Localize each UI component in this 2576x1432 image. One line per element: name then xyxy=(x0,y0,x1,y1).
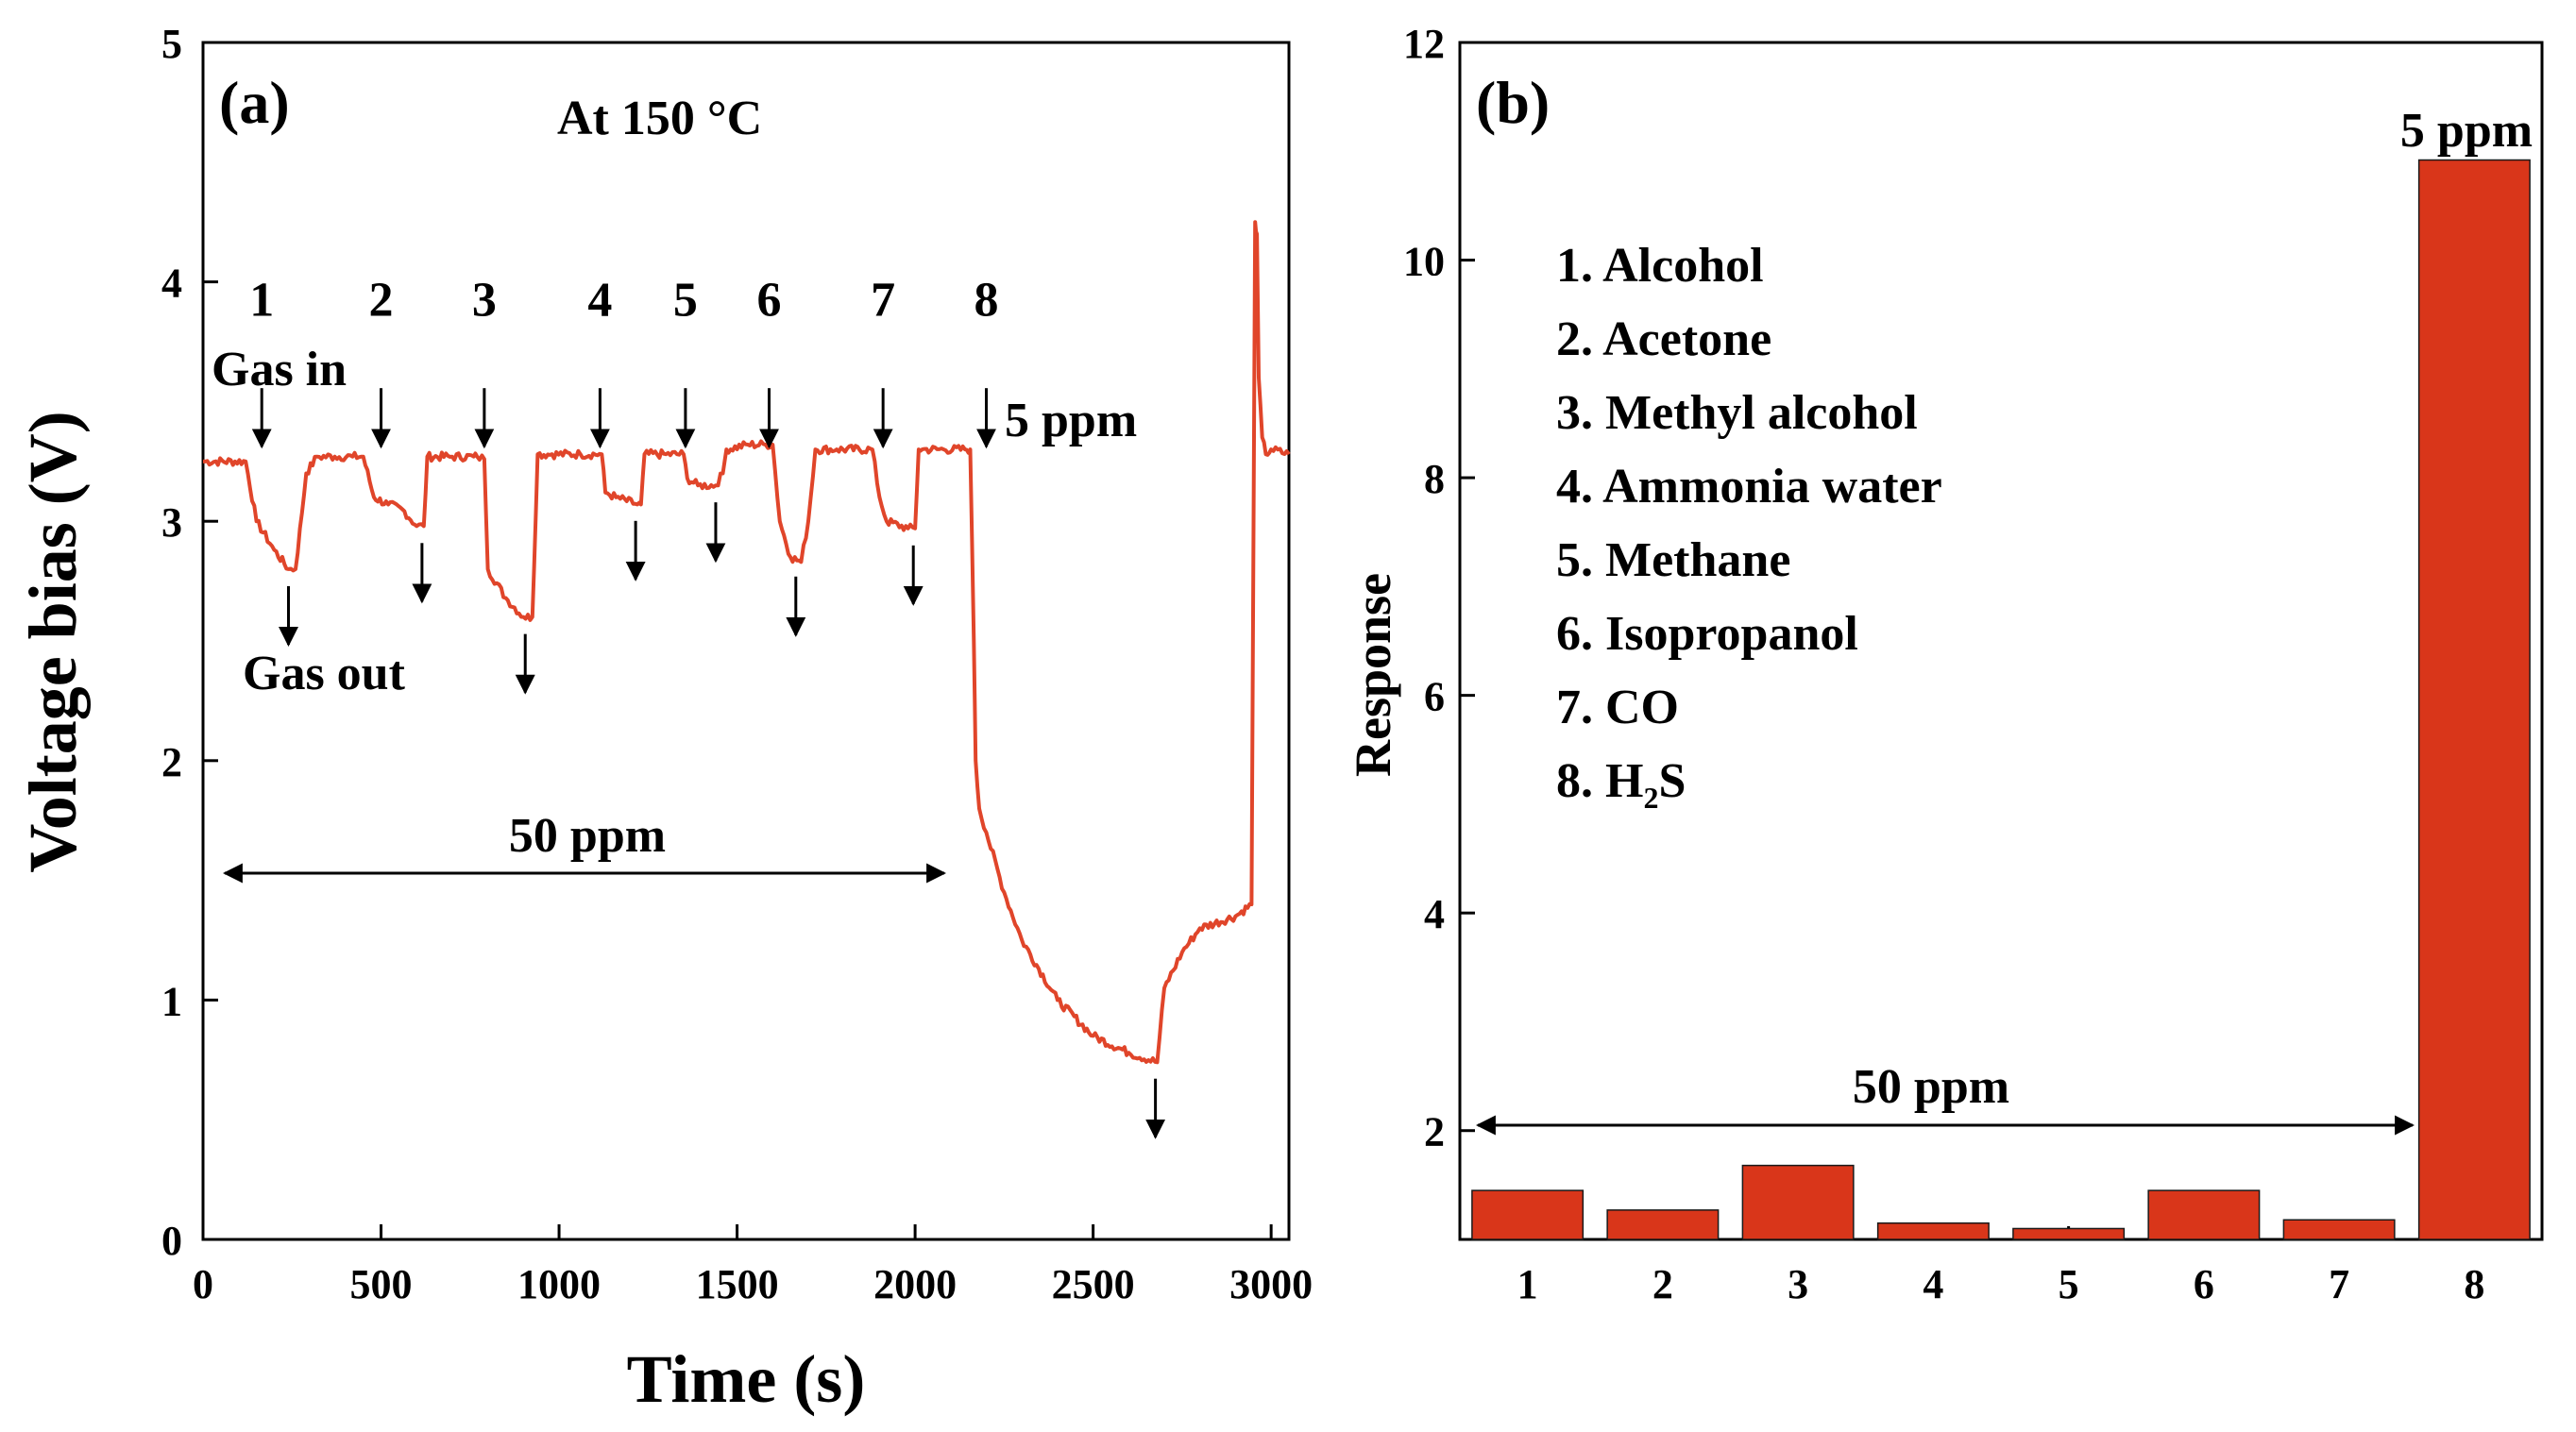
panel-a-label: (a) xyxy=(219,69,290,136)
legend-item: 5. Methane xyxy=(1556,533,1790,587)
panel-a-x-axis-title: Time (s) xyxy=(627,1341,866,1417)
x-tick-label: 2500 xyxy=(1052,1261,1135,1307)
panel-b-y-axis-title: Response xyxy=(1345,573,1401,777)
y-tick-label: 1 xyxy=(161,978,182,1024)
panel-a-title: At 150 °C xyxy=(557,92,762,145)
x-tick-label: 7 xyxy=(2329,1261,2349,1307)
gas-number-label: 6 xyxy=(757,273,782,327)
panel-a-arrows: 1 2 3 4 5 6 7 8 xyxy=(249,273,1166,1139)
x-tick-label: 6 xyxy=(2194,1261,2214,1307)
bar-gas-7 xyxy=(2282,1219,2396,1240)
x-tick-label: 2000 xyxy=(873,1261,957,1307)
legend-item: 7. CO xyxy=(1556,681,1679,734)
gas-number-label: 4 xyxy=(587,273,612,327)
gas-out-label: Gas out xyxy=(243,647,406,700)
x-tick-label: 500 xyxy=(350,1261,413,1307)
y-tick-label: 8 xyxy=(1424,456,1445,502)
panel-b-5ppm-label: 5 ppm xyxy=(2400,104,2533,158)
y-tick-label: 6 xyxy=(1424,674,1445,720)
gas-number-label: 8 xyxy=(974,273,999,327)
x-tick-label: 5 xyxy=(2059,1261,2079,1307)
panel-b-label: (b) xyxy=(1476,69,1550,136)
gas-number-label: 7 xyxy=(871,273,895,327)
x-tick-label: 4 xyxy=(1923,1261,1943,1307)
bar-gas-3 xyxy=(1741,1164,1855,1240)
panel-a-5ppm-label: 5 ppm xyxy=(1005,394,1137,447)
panel-b-frame xyxy=(1458,41,2544,1241)
panel-a-frame xyxy=(201,41,1291,1241)
y-tick-label: 10 xyxy=(1403,239,1445,285)
bar-gas-4 xyxy=(1876,1221,1990,1240)
legend-item: 6. Isopropanol xyxy=(1556,607,1858,661)
panel-b-bars xyxy=(1471,159,2531,1240)
y-tick-label: 2 xyxy=(161,739,182,785)
y-tick-label: 4 xyxy=(161,261,182,307)
panel-a-y-axis-title: Voltage bias (V) xyxy=(15,411,91,872)
gas-number-label: 2 xyxy=(369,273,394,327)
y-tick-label: 12 xyxy=(1403,21,1445,67)
gas-number-label: 3 xyxy=(472,273,497,327)
y-tick-label: 0 xyxy=(161,1218,182,1264)
gas-legend: 1. Alcohol 2. Acetone 3. Methyl alcohol 4. … xyxy=(1556,239,1942,815)
y-tick-label: 5 xyxy=(161,21,182,67)
bar-gas-6 xyxy=(2147,1189,2261,1240)
bar-gas-2 xyxy=(1606,1209,1720,1240)
legend-item: 1. Alcohol xyxy=(1556,239,1764,293)
panel-a-50ppm-label: 50 ppm xyxy=(509,809,666,863)
legend-item: 2. Acetone xyxy=(1556,312,1771,366)
x-tick-label: 8 xyxy=(2464,1261,2484,1307)
x-tick-label: 1500 xyxy=(696,1261,779,1307)
legend-item: 3. Methyl alcohol xyxy=(1556,386,1918,440)
panel-b-50ppm-label: 50 ppm xyxy=(1853,1060,2009,1114)
x-tick-label: 3000 xyxy=(1229,1261,1313,1307)
x-tick-label: 3 xyxy=(1788,1261,1808,1307)
bar-gas-5 xyxy=(2012,1227,2126,1240)
bar-gas-1 xyxy=(1471,1189,1585,1240)
gas-number-label: 1 xyxy=(249,273,274,327)
y-tick-label: 4 xyxy=(1424,891,1445,937)
gas-number-label: 5 xyxy=(673,273,698,327)
bar-gas-8 xyxy=(2417,159,2531,1240)
legend-item: 4. Ammonia water xyxy=(1556,460,1942,514)
voltage-bias-line xyxy=(202,220,1291,1065)
x-tick-label: 0 xyxy=(193,1261,213,1307)
y-tick-label: 2 xyxy=(1424,1109,1445,1155)
gas-in-label: Gas in xyxy=(212,343,347,396)
panel-a-ticks: 0 500 1000 1500 2000 2500 3000 0 1 2 3 4 5 xyxy=(161,21,1313,1307)
x-tick-label: 2 xyxy=(1652,1261,1673,1307)
y-tick-label: 3 xyxy=(161,499,182,546)
legend-item: 8. H2S xyxy=(1556,754,1686,815)
x-tick-label: 1000 xyxy=(517,1261,601,1307)
x-tick-label: 1 xyxy=(1517,1261,1538,1307)
